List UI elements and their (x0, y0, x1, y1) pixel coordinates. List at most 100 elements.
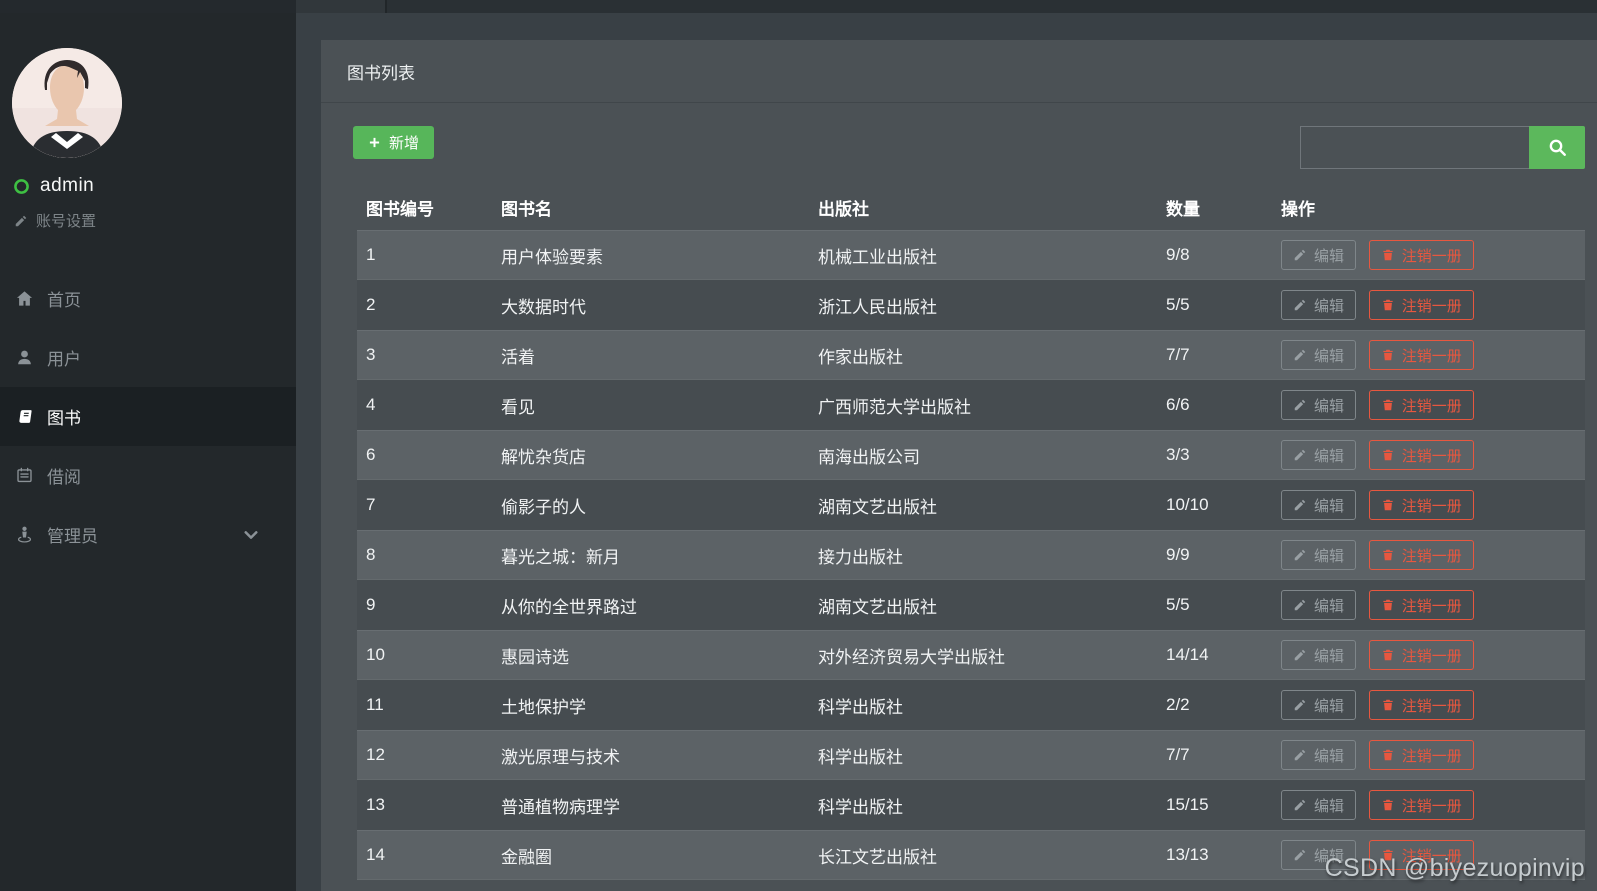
watermark: CSDN @biyezuopinvip (1324, 854, 1585, 882)
deregister-button[interactable]: 注销一册 (1368, 240, 1474, 270)
pencil-icon (1294, 349, 1306, 361)
cell-actions: 编辑 注销一册 (1281, 530, 1585, 580)
cell-publisher: 湖南文艺出版社 (818, 497, 937, 517)
borrow-list-icon (13, 466, 36, 485)
cell-publisher: 长江文艺出版社 (818, 847, 937, 867)
table-row: 3 活着 作家出版社 7/7 编辑 注销一册 (357, 330, 1585, 380)
cell-book-name: 从你的全世界路过 (501, 597, 637, 617)
edit-button[interactable]: 编辑 (1281, 740, 1357, 770)
pencil-icon (1294, 749, 1306, 761)
trash-icon (1383, 749, 1393, 761)
table-row: 11 土地保护学 科学出版社 2/2 编辑 注销一册 (357, 680, 1585, 730)
sidebar-item-admins[interactable]: 管理员 (0, 505, 296, 564)
trash-icon (1383, 549, 1393, 561)
trash-icon (1383, 299, 1393, 311)
edit-button[interactable]: 编辑 (1281, 240, 1357, 270)
deregister-button-label: 注销一册 (1401, 597, 1462, 615)
cell-book-name: 普通植物病理学 (501, 797, 620, 817)
cell-publisher: 科学出版社 (818, 747, 903, 767)
edit-button[interactable]: 编辑 (1281, 540, 1357, 570)
table-row: 1 用户体验要素 机械工业出版社 9/8 编辑 注销一册 (357, 230, 1585, 280)
cell-quantity: 3/3 (1166, 445, 1190, 464)
search-button[interactable] (1529, 126, 1585, 169)
table-header-row: 图书编号 图书名 出版社 数量 操作 (357, 185, 1585, 230)
sidebar-item-home[interactable]: 首页 (0, 269, 296, 328)
pencil-icon (1294, 799, 1306, 811)
cell-publisher: 浙江人民出版社 (818, 297, 937, 317)
cell-book-id: 3 (366, 345, 376, 364)
edit-button[interactable]: 编辑 (1281, 490, 1357, 520)
deregister-button[interactable]: 注销一册 (1368, 340, 1474, 370)
account-settings-link[interactable]: 账号设置 (14, 210, 296, 231)
cell-quantity: 2/2 (1166, 695, 1190, 714)
deregister-button[interactable]: 注销一册 (1368, 790, 1474, 820)
sidebar-nav: 首页 用户 图书 借阅 管理员 (0, 269, 296, 564)
table-row: 12 激光原理与技术 科学出版社 7/7 编辑 注销一册 (357, 730, 1585, 780)
deregister-button[interactable]: 注销一册 (1368, 690, 1474, 720)
sidebar-item-borrow[interactable]: 借阅 (0, 446, 296, 505)
edit-button-label: 编辑 (1314, 697, 1345, 715)
book-icon (13, 407, 36, 426)
deregister-button[interactable]: 注销一册 (1368, 590, 1474, 620)
cell-book-name: 偷影子的人 (501, 497, 586, 517)
cell-publisher: 湖南文艺出版社 (818, 597, 937, 617)
deregister-button[interactable]: 注销一册 (1368, 290, 1474, 320)
deregister-button[interactable]: 注销一册 (1368, 490, 1474, 520)
cell-actions: 编辑 注销一册 (1281, 380, 1585, 430)
edit-button-label: 编辑 (1314, 247, 1345, 265)
admin-person-icon (13, 525, 36, 544)
topbar-active-tab[interactable] (296, 0, 387, 13)
edit-button[interactable]: 编辑 (1281, 390, 1357, 420)
deregister-button-label: 注销一册 (1401, 297, 1462, 315)
deregister-button[interactable]: 注销一册 (1368, 540, 1474, 570)
edit-button-label: 编辑 (1314, 647, 1345, 665)
chevron-down-icon[interactable] (242, 526, 260, 544)
cell-publisher: 科学出版社 (818, 797, 903, 817)
table-body: 1 用户体验要素 机械工业出版社 9/8 编辑 注销一册 2 大数据时代 浙江人… (357, 230, 1585, 880)
pencil-icon (1294, 549, 1306, 561)
cell-quantity: 7/7 (1166, 745, 1190, 764)
edit-button[interactable]: 编辑 (1281, 690, 1357, 720)
cell-actions: 编辑 注销一册 (1281, 230, 1585, 280)
edit-button[interactable]: 编辑 (1281, 440, 1357, 470)
cell-book-id: 13 (366, 795, 385, 814)
deregister-button[interactable]: 注销一册 (1368, 440, 1474, 470)
col-header-publisher: 出版社 (818, 200, 869, 219)
cell-book-id: 7 (366, 495, 376, 514)
edit-button-label: 编辑 (1314, 797, 1345, 815)
edit-button[interactable]: 编辑 (1281, 640, 1357, 670)
cell-book-name: 看见 (501, 397, 535, 417)
sidebar-item-users[interactable]: 用户 (0, 328, 296, 387)
cell-quantity: 15/15 (1166, 795, 1209, 814)
cell-quantity: 13/13 (1166, 845, 1209, 864)
sidebar-item-books[interactable]: 图书 (0, 387, 296, 446)
table-row: 4 看见 广西师范大学出版社 6/6 编辑 注销一册 (357, 380, 1585, 430)
deregister-button[interactable]: 注销一册 (1368, 390, 1474, 420)
edit-button-label: 编辑 (1314, 847, 1345, 865)
cell-quantity: 7/7 (1166, 345, 1190, 364)
add-button[interactable]: 新增 (353, 126, 435, 159)
deregister-button-label: 注销一册 (1401, 697, 1462, 715)
table-row: 9 从你的全世界路过 湖南文艺出版社 5/5 编辑 注销一册 (357, 580, 1585, 630)
trash-icon (1383, 649, 1393, 661)
edit-button-label: 编辑 (1314, 547, 1345, 565)
edit-button[interactable]: 编辑 (1281, 840, 1357, 870)
cell-actions: 编辑 注销一册 (1281, 430, 1585, 480)
cell-book-name: 土地保护学 (501, 697, 586, 717)
deregister-button[interactable]: 注销一册 (1368, 840, 1474, 870)
edit-button-label: 编辑 (1314, 497, 1345, 515)
cell-book-id: 6 (366, 445, 376, 464)
edit-button[interactable]: 编辑 (1281, 590, 1357, 620)
cell-actions: 编辑 注销一册 (1281, 680, 1585, 730)
deregister-button[interactable]: 注销一册 (1368, 740, 1474, 770)
search-input[interactable] (1300, 126, 1529, 169)
table-row: 8 暮光之城：新月 接力出版社 9/9 编辑 注销一册 (357, 530, 1585, 580)
trash-icon (1383, 449, 1393, 461)
edit-button[interactable]: 编辑 (1281, 290, 1357, 320)
pencil-icon (1294, 499, 1306, 511)
edit-button[interactable]: 编辑 (1281, 340, 1357, 370)
pencil-icon (1294, 649, 1306, 661)
edit-button[interactable]: 编辑 (1281, 790, 1357, 820)
topbar-sidebar-section (0, 0, 296, 13)
deregister-button[interactable]: 注销一册 (1368, 640, 1474, 670)
